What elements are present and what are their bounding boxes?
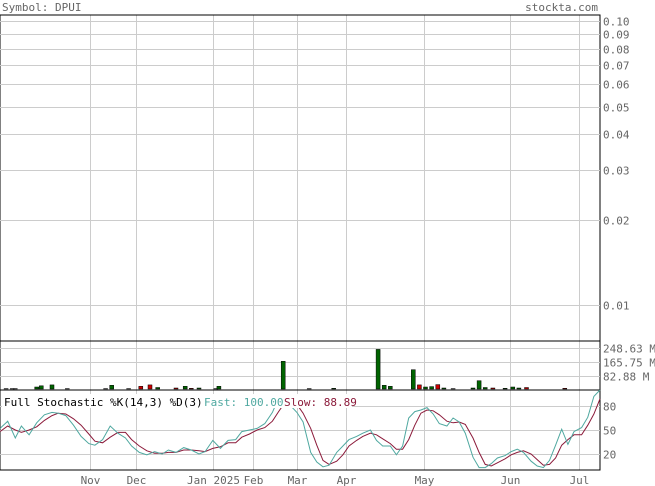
volume-bar xyxy=(423,386,428,390)
price-tick-label: 0.01 xyxy=(603,300,630,313)
x-grid xyxy=(90,15,580,470)
stochastic-legend-bg xyxy=(2,394,352,408)
symbol-label: Symbol: DPUI xyxy=(2,1,81,14)
stochastic-tick-label: 80 xyxy=(603,401,616,414)
volume-bar xyxy=(34,386,39,390)
fast-value-label: Fast: 100.00 xyxy=(204,396,283,409)
price-tick-label: 0.02 xyxy=(603,215,630,228)
x-tick-label: Dec xyxy=(127,474,147,486)
brand-link[interactable]: stockta.com xyxy=(525,1,598,14)
price-tick-label: 0.06 xyxy=(603,79,630,92)
volume-bars xyxy=(3,349,568,390)
price-panel: 0.100.09 0.08 0.07 0.06 0.05 0.04 0.03 0.02 0.01 xyxy=(0,14,630,342)
volume-bar xyxy=(381,385,387,390)
volume-bar xyxy=(138,386,144,390)
volume-bar xyxy=(49,384,55,390)
x-tick-label: Jun xyxy=(501,474,521,486)
volume-bar xyxy=(490,387,496,390)
volume-bar xyxy=(173,387,179,390)
volume-tick-label: 248.63 M xyxy=(603,343,655,356)
stochastic-tick-label: 20 xyxy=(603,449,616,462)
volume-bar xyxy=(417,384,422,390)
volume-bar xyxy=(502,388,508,390)
x-tick-label: Feb xyxy=(244,474,264,486)
volume-bar xyxy=(375,349,381,390)
price-tick-label: 0.09 xyxy=(603,29,630,42)
volume-bar xyxy=(196,387,202,390)
volume-tick-label: 165.75 M xyxy=(603,357,655,370)
volume-bar xyxy=(39,385,44,390)
price-tick-label: 0.10 xyxy=(603,16,630,29)
slow-d-line xyxy=(0,398,601,467)
price-y-grid xyxy=(0,21,600,306)
stochastic-panel: Full Stochastic %K(14,3) %D(3) Fast: 100… xyxy=(0,389,616,471)
volume-bar xyxy=(476,380,482,390)
x-tick-label: Nov xyxy=(81,474,101,486)
volume-bar xyxy=(510,386,516,390)
x-tick-label: Apr xyxy=(337,474,357,486)
volume-bar xyxy=(331,388,336,390)
fast-k-line xyxy=(0,389,601,469)
volume-bar xyxy=(109,385,114,390)
x-tick-label: Jan 2025 xyxy=(187,474,240,486)
volume-bar xyxy=(435,384,441,390)
volume-bar xyxy=(155,387,160,390)
volume-bar xyxy=(441,387,447,390)
x-tick-label: Jul xyxy=(570,474,590,486)
volume-bar xyxy=(429,386,434,390)
volume-bar xyxy=(216,386,222,390)
volume-bar xyxy=(411,369,416,390)
volume-bar xyxy=(280,361,286,390)
slow-value-label: Slow: 88.89 xyxy=(284,396,357,409)
price-tick-label: 0.08 xyxy=(603,44,630,57)
price-y-axis: 0.100.09 0.08 0.07 0.06 0.05 0.04 0.03 0.02 0.01 xyxy=(603,16,630,313)
volume-bar xyxy=(147,384,153,390)
volume-bar xyxy=(388,386,393,390)
volume-bar xyxy=(470,387,476,390)
volume-bar xyxy=(182,386,188,390)
price-tick-label: 0.07 xyxy=(603,60,630,73)
x-tick-label: Mar xyxy=(288,474,308,486)
x-tick-label: May xyxy=(415,474,435,486)
stochastic-y-axis: 80 50 20 xyxy=(603,401,616,462)
volume-y-grid xyxy=(0,348,600,377)
volume-tick-label: 82.88 M xyxy=(603,371,650,384)
price-tick-label: 0.05 xyxy=(603,102,630,115)
volume-bar xyxy=(524,387,529,390)
price-tick-label: 0.04 xyxy=(603,129,630,142)
stochastic-title: Full Stochastic %K(14,3) %D(3) xyxy=(4,396,203,409)
volume-bar xyxy=(562,388,568,390)
volume-bar xyxy=(482,387,488,390)
volume-bar xyxy=(189,388,194,390)
stochastic-tick-label: 50 xyxy=(603,425,616,438)
price-tick-label: 0.03 xyxy=(603,165,630,178)
volume-bar xyxy=(516,387,522,390)
x-axis: Nov Dec Jan 2025 Feb Mar Apr May Jun Jul xyxy=(81,474,590,486)
